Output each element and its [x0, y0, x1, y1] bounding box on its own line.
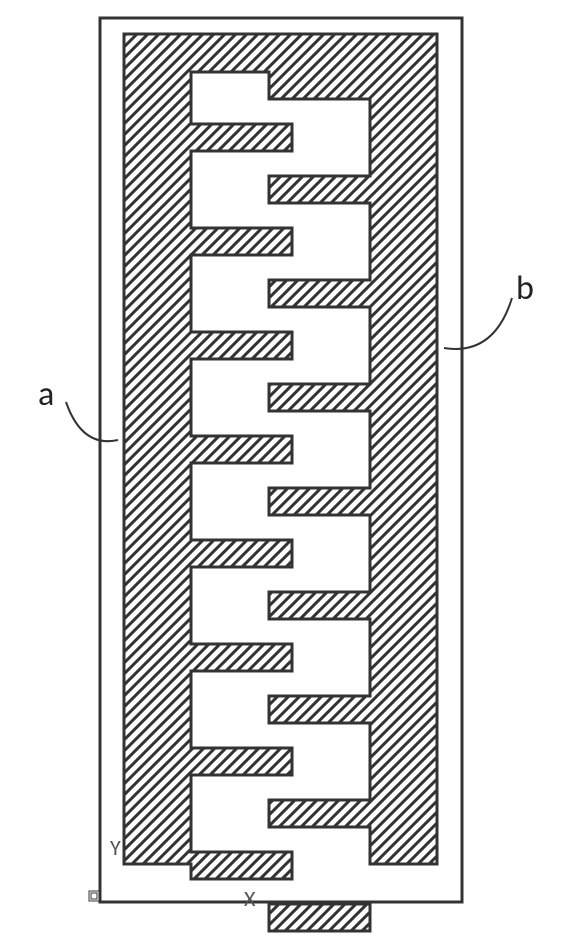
axis-label-x: X — [244, 885, 255, 912]
axis-label-y: Y — [110, 834, 121, 861]
callout-label-a: a — [38, 374, 54, 415]
callout-label-b: b — [516, 268, 534, 309]
schematic-diagram — [0, 0, 573, 936]
